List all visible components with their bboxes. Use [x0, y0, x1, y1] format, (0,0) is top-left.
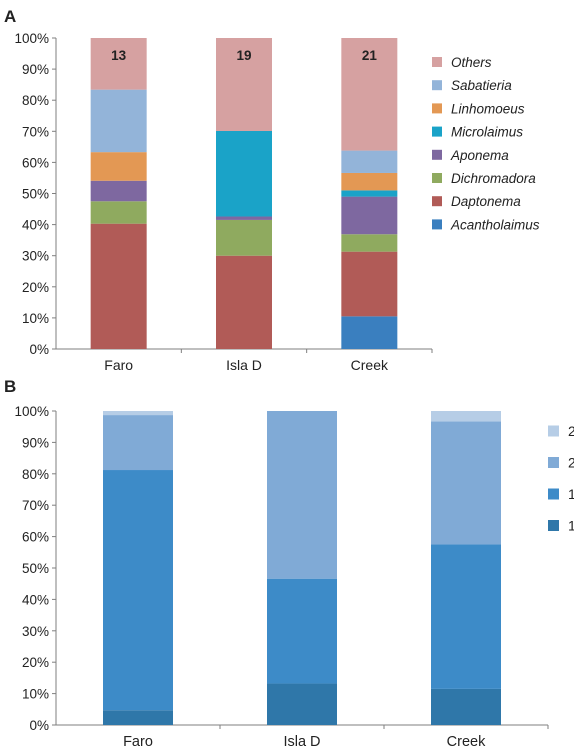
chart-a-legend-swatch	[432, 219, 442, 230]
chart-b-y-tick-label: 60%	[22, 530, 49, 545]
chart-a-y-tick-label: 100%	[14, 31, 49, 46]
chart-a-legend-label: Others	[451, 55, 492, 70]
chart-b-y-tick-label: 30%	[22, 624, 49, 639]
chart-b-legend-label: 1B	[568, 486, 574, 502]
chart-b-legend-label: 2B	[568, 423, 574, 439]
chart-b-y-tick-label: 0%	[29, 718, 49, 733]
chart-b-legend-label: 1A	[568, 518, 574, 534]
chart-a-y-tick-label: 30%	[22, 249, 49, 264]
chart-a-y-tick-label: 50%	[22, 187, 49, 202]
chart-a-bar-segment-daptonema	[216, 255, 272, 349]
chart-a-y-tick-label: 40%	[22, 218, 49, 233]
chart-b: 0% 10% 20% 30% 40% 50% 60% 70% 80% 90% 100% Faro Isl…	[14, 404, 574, 750]
chart-b-legend-swatch	[548, 425, 559, 437]
chart-b-y-tick-label: 20%	[22, 655, 49, 670]
chart-a-bar-segment-aponema	[90, 180, 147, 202]
chart-a-bar-segment-dichromadora	[216, 219, 272, 256]
chart-b-bar-segment-1a	[103, 710, 173, 725]
chart-a-bar-segment-microlaimus	[216, 130, 272, 217]
chart-b-bar-segment-1a	[431, 688, 501, 725]
chart-b-category-label: Isla D	[283, 734, 320, 750]
chart-a-y-tick-label: 60%	[22, 155, 49, 170]
chart-a-bar-label: 19	[236, 48, 251, 63]
chart-a-y-tick-label: 80%	[22, 93, 49, 108]
chart-a-legend-label: Acantholaimus	[450, 217, 540, 232]
chart-a-bar-segment-linhomoeus	[90, 152, 147, 181]
chart-b-y-tick-label: 90%	[22, 435, 49, 450]
chart-b-y-tick-label: 70%	[22, 498, 49, 513]
chart-a-legend-label: Aponema	[450, 148, 509, 163]
chart-a-legend-swatch	[432, 103, 442, 114]
chart-a-bar-segment-linhomoeus	[341, 172, 398, 191]
chart-a-legend-label: Dichromadora	[451, 171, 536, 186]
chart-a-bar-segment-others	[341, 38, 398, 151]
chart-a-category-label: Faro	[104, 357, 133, 373]
chart-b-legend-swatch	[548, 488, 559, 500]
chart-a-category-label: Creek	[351, 357, 389, 373]
chart-a-legend-label: Microlaimus	[451, 125, 523, 140]
chart-a-legend-swatch	[432, 149, 442, 160]
chart-a-bar-label: 13	[111, 48, 127, 63]
chart-b-y-tick-label: 50%	[22, 561, 49, 576]
chart-b-y-tick-label: 100%	[14, 404, 49, 419]
chart-a-y-tick-label: 90%	[22, 62, 49, 77]
chart-a-bar-segment-microlaimus	[341, 190, 398, 197]
chart-b-category-label: Faro	[123, 734, 153, 750]
chart-a-legend-swatch	[432, 196, 442, 207]
chart-b-bar-segment-2a	[103, 415, 173, 471]
chart-b-bar-segment-2b	[431, 411, 501, 422]
chart-b-bar-segment-2b	[103, 411, 173, 416]
chart-a-bar-segment-aponema	[216, 216, 272, 220]
chart-b-category-label: Creek	[447, 734, 486, 750]
chart-a-bar-segment-daptonema	[90, 223, 147, 349]
chart-b-legend-swatch	[548, 457, 559, 468]
chart-a-bar-segment-others	[90, 38, 147, 90]
chart-b-y-tick-label: 10%	[22, 687, 49, 702]
chart-a-legend-swatch	[432, 173, 442, 183]
chart-a-bar-segment-others	[216, 38, 272, 131]
chart-a-y-tick-label: 0%	[29, 342, 49, 357]
chart-a-bar-segment-aponema	[341, 196, 398, 235]
chart-b-legend-label: 2A	[568, 455, 574, 471]
chart-a-bar-segment-dichromadora	[341, 234, 398, 252]
chart-a-bar-segment-daptonema	[341, 251, 398, 317]
chart-b-legend-swatch	[548, 520, 559, 531]
chart-b-y-tick-label: 40%	[22, 592, 49, 607]
chart-a: 0% 10% 20% 30% 40% 50% 60% 70% 80% 90% 100% Faro 13 I…	[14, 31, 539, 373]
chart-b-bar-segment-2a	[431, 421, 501, 545]
chart-b-bar-segment-2a	[267, 411, 337, 579]
chart-a-bar-label: 21	[362, 48, 378, 63]
chart-a-category-label: Isla D	[226, 357, 262, 373]
chart-b-bar-segment-1b	[267, 578, 337, 684]
chart-b-bar-segment-1b	[431, 544, 501, 689]
chart-a-bar-segment-sabatieria	[341, 150, 398, 173]
chart-a-bar-segment-acantholaimus	[341, 316, 398, 349]
chart-b-y-tick-label: 80%	[22, 467, 49, 482]
panel-label-b: B	[4, 377, 16, 396]
chart-a-legend-label: Linhomoeus	[451, 101, 525, 116]
chart-b-bar-segment-1b	[103, 470, 173, 711]
chart-a-bar-segment-sabatieria	[90, 89, 147, 153]
chart-b-bar-segment-1a	[267, 683, 337, 725]
chart-a-legend-swatch	[432, 126, 442, 137]
chart-a-legend-label: Daptonema	[451, 194, 521, 209]
chart-a-y-tick-label: 10%	[22, 311, 49, 326]
chart-a-legend-label: Sabatieria	[451, 78, 512, 93]
chart-a-y-tick-label: 20%	[22, 280, 49, 295]
chart-a-y-tick-label: 70%	[22, 124, 49, 139]
chart-a-bar-segment-dichromadora	[90, 201, 147, 224]
chart-a-legend-swatch	[432, 57, 442, 67]
chart-a-legend-swatch	[432, 80, 442, 91]
panel-label-a: A	[4, 7, 16, 26]
